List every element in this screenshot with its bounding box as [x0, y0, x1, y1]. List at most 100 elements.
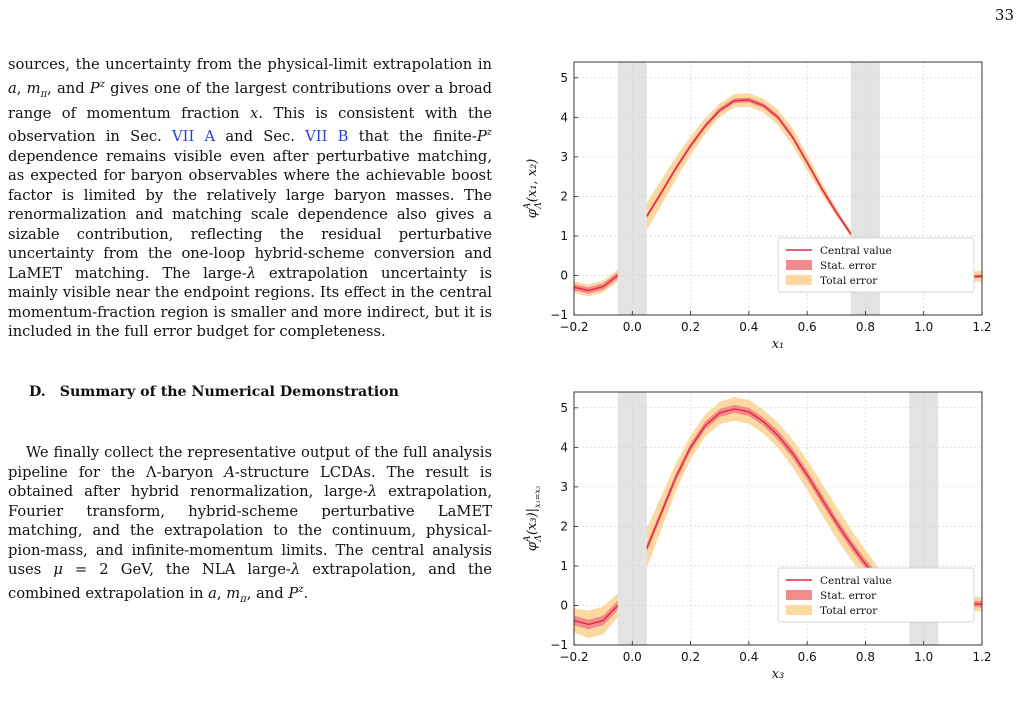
text-run: λ — [367, 483, 378, 501]
x-tick-label: −0.2 — [559, 650, 588, 664]
excluded-region — [617, 392, 647, 645]
x-tick-label: 1.0 — [914, 320, 933, 334]
text-run: π — [240, 593, 247, 605]
text-run: z — [99, 78, 105, 90]
page-number: 33 — [994, 6, 1014, 24]
legend-label: Stat. error — [820, 590, 877, 602]
legend-swatch — [786, 590, 812, 600]
text-run: , — [216, 584, 227, 602]
legend-swatch — [786, 260, 812, 270]
x-tick-label: 0.6 — [798, 320, 817, 334]
text-run: λ — [290, 561, 301, 579]
text-run: a — [8, 79, 17, 97]
section-heading: D. Summary of the Numerical Demonstration — [29, 383, 492, 403]
y-axis-label-part: (x₁, x₂) — [525, 159, 540, 203]
text-run: extrapolation, Fourier transform, hybrid… — [8, 483, 492, 579]
y-tick-label: 0 — [560, 268, 568, 282]
x-tick-label: 1.0 — [914, 650, 933, 664]
text-run: P — [89, 79, 100, 97]
legend-label: Central value — [820, 245, 892, 257]
legend-box — [777, 567, 975, 623]
y-tick-label: 3 — [560, 480, 568, 494]
text-run: z — [486, 127, 492, 139]
text-run: extrapolation uncertainty is mainly visi… — [8, 264, 492, 341]
paragraph-summary: We finally collect the representative ou… — [8, 443, 492, 609]
y-axis-label: φAΛ(x₃)|x₁=x₂ — [523, 486, 544, 551]
text-column: sources, the uncertainty from the physic… — [8, 55, 492, 714]
text-run: extrapolation, and the combined extrapol… — [8, 561, 492, 602]
chart-panel-x3: −0.2 0.0 0.2 0.4 0.6 0.8 1.0 1.2 −1 0 1 2 3 4 5 x₃ φAΛ(x… — [512, 372, 1028, 692]
y-axis-label-part: φ — [525, 208, 540, 218]
figure-column: −0.2 0.0 0.2 0.4 0.6 0.8 1.0 1.2 −1 0 1 2 3 4 5 x₁ φAΛ(x… — [512, 0, 1028, 714]
y-axis-label-part: Λ — [534, 202, 544, 210]
x-tick-label: 0.8 — [856, 320, 875, 334]
legend-label: Stat. error — [820, 260, 877, 272]
text-run: m — [26, 79, 41, 97]
legend-label: Total error — [820, 275, 878, 287]
chart-panel-x1: −0.2 0.0 0.2 0.4 0.6 0.8 1.0 1.2 −1 0 1 2 3 4 5 x₁ φAΛ(x… — [512, 42, 1028, 362]
y-tick-label: 0 — [560, 598, 568, 612]
text-run: m — [226, 584, 241, 602]
text-run: dependence remains visible even after pe… — [8, 147, 492, 282]
paragraph-uncertainty-sources: sources, the uncertainty from the physic… — [8, 55, 492, 342]
text-run: x — [250, 104, 259, 122]
text-run: sources, the uncertainty from the physic… — [8, 56, 492, 73]
y-tick-label: 5 — [560, 71, 568, 85]
y-tick-label: 4 — [560, 440, 568, 454]
text-run: We finally collect the representative ou… — [8, 444, 492, 481]
y-axis-label-part: φ — [525, 541, 540, 551]
legend-swatch — [786, 275, 812, 285]
y-tick-label: 1 — [560, 559, 568, 573]
text-run: -structure LCDAs. The result is obtained… — [8, 463, 492, 501]
section-ref-link[interactable]: VII B — [305, 128, 349, 146]
text-run: P — [476, 128, 487, 146]
stat-error-band — [574, 272, 618, 294]
y-tick-label: −1 — [550, 308, 568, 322]
x-tick-label: 1.2 — [972, 650, 991, 664]
excluded-region — [617, 62, 647, 315]
text-run: and Sec. — [215, 128, 306, 146]
y-axis-label-part: A — [523, 202, 533, 210]
x-tick-label: 0.4 — [739, 650, 758, 664]
x-tick-label: 0.2 — [681, 320, 700, 334]
legend-label: Total error — [820, 605, 878, 617]
y-tick-label: 2 — [560, 189, 568, 203]
y-tick-label: 3 — [560, 150, 568, 164]
legend-label: Central value — [820, 575, 892, 587]
text-run: . This is consistent with the observatio… — [8, 104, 492, 146]
y-axis-label: φAΛ(x₁, x₂) — [523, 159, 544, 219]
x-tick-label: 0.6 — [798, 650, 817, 664]
central-value-line — [573, 274, 619, 292]
text-run: z — [298, 583, 304, 595]
chart-phi-x3: −0.2 0.0 0.2 0.4 0.6 0.8 1.0 1.2 −1 0 1 2 3 4 5 x₃ φAΛ(x… — [523, 391, 992, 682]
total-error-band — [646, 93, 851, 236]
y-axis-label-part: (x₃)| — [525, 508, 540, 535]
section-number: D. — [29, 383, 46, 400]
y-axis-label-part: Λ — [534, 535, 544, 543]
text-run: μ — [53, 561, 63, 579]
legend-box — [777, 237, 975, 293]
text-run: λ — [246, 264, 256, 282]
text-run: that the finite- — [348, 128, 477, 146]
text-run: gives one of the largest contributions o… — [8, 79, 492, 122]
central-value-line — [573, 604, 619, 626]
x-tick-label: 0.2 — [681, 650, 700, 664]
plot-frame — [573, 61, 983, 316]
legend-swatch — [786, 605, 812, 615]
text-run: , and — [47, 79, 90, 97]
text-run: A — [224, 463, 235, 481]
stat-error-band — [574, 600, 618, 630]
central-value-line — [646, 408, 910, 605]
section-title: Summary of the Numerical Demonstration — [59, 383, 399, 400]
chart-phi-x1-x2: −0.2 0.0 0.2 0.4 0.6 0.8 1.0 1.2 −1 0 1 2 3 4 5 x₁ φAΛ(x… — [523, 61, 992, 352]
x-tick-label: 0.0 — [623, 650, 642, 664]
y-tick-label: 1 — [560, 229, 568, 243]
text-run: π — [40, 88, 48, 100]
x-tick-label: 0.4 — [739, 320, 758, 334]
text-run: , and — [246, 584, 289, 602]
x-tick-label: 0.8 — [856, 650, 875, 664]
x-tick-label: −0.2 — [559, 320, 588, 334]
y-axis-label-part: x₁=x₂ — [533, 486, 542, 508]
section-ref-link[interactable]: VII A — [172, 128, 216, 146]
plot-frame — [573, 391, 983, 646]
